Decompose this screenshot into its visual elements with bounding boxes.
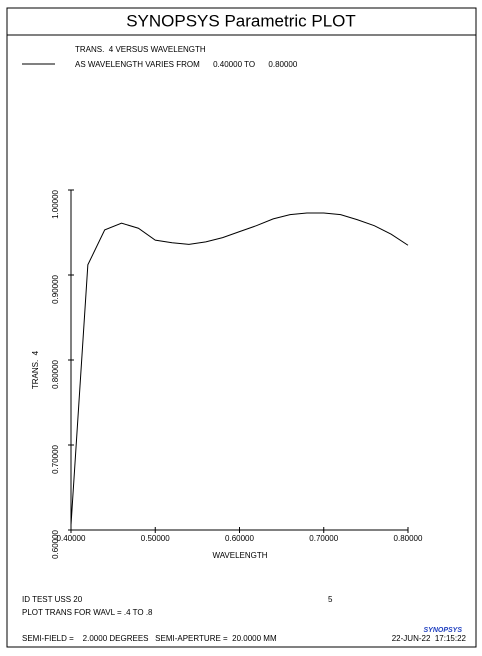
y-tick-label: 0.80000 bbox=[51, 359, 60, 388]
chart-title: SYNOPSYS Parametric PLOT bbox=[126, 11, 356, 30]
y-axis-label: TRANS. 4 bbox=[31, 350, 40, 389]
footer-number: 5 bbox=[328, 595, 333, 604]
x-axis-label: WAVELENGTH bbox=[212, 551, 267, 560]
logo: SYNOPSYS bbox=[423, 627, 462, 634]
y-tick-label: 1.00000 bbox=[51, 189, 60, 218]
data-line bbox=[70, 212, 409, 525]
y-tick-label: 0.90000 bbox=[51, 274, 60, 303]
x-tick-label: 0.70000 bbox=[309, 534, 338, 543]
footer-date: 22-JUN-22 17:15:22 bbox=[392, 634, 467, 643]
x-tick-label: 0.60000 bbox=[225, 534, 254, 543]
footer-semi: SEMI-FIELD = 2.0000 DEGREES SEMI-APERTUR… bbox=[22, 634, 277, 643]
y-tick-label: 0.60000 bbox=[51, 529, 60, 558]
x-tick-label: 0.80000 bbox=[394, 534, 423, 543]
x-tick-label: 0.50000 bbox=[141, 534, 170, 543]
y-tick-label: 0.70000 bbox=[51, 444, 60, 473]
footer-plot: PLOT TRANS FOR WAVL = .4 TO .8 bbox=[22, 608, 153, 617]
frame bbox=[6, 7, 477, 648]
legend-label: TRANS. 4 VERSUS WAVELENGTH bbox=[75, 45, 206, 54]
x-tick-label: 0.40000 bbox=[57, 534, 86, 543]
footer-id: ID TEST USS 20 bbox=[22, 595, 83, 604]
subtitle: AS WAVELENGTH VARIES FROM 0.40000 TO 0.8… bbox=[75, 60, 298, 69]
